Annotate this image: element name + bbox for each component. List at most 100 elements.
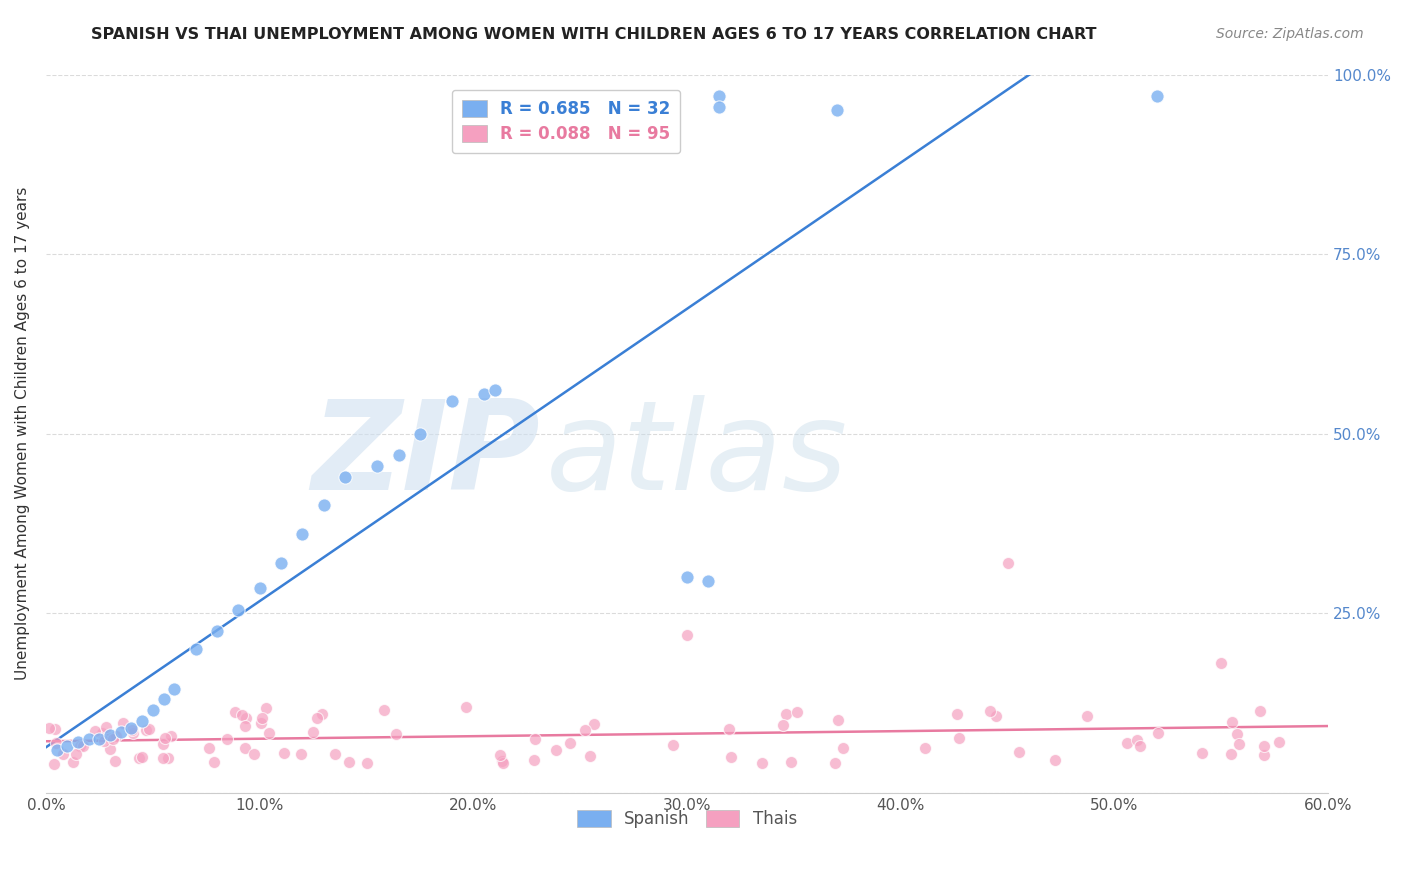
Point <box>89 731 111 746</box>
Text: atlas: atlas <box>546 394 848 516</box>
Point <box>440 394 463 409</box>
Point <box>979 704 1001 718</box>
Point <box>409 426 432 441</box>
Point <box>111 716 134 731</box>
Point <box>662 738 685 752</box>
Point <box>676 570 699 584</box>
Text: ZIP: ZIP <box>311 394 540 516</box>
Point <box>827 713 849 727</box>
Point <box>198 740 221 755</box>
Point <box>786 705 808 719</box>
Point <box>1146 89 1168 103</box>
Point <box>120 721 142 735</box>
Point <box>152 751 174 765</box>
Point <box>1076 709 1098 723</box>
Point <box>472 387 495 401</box>
Point <box>250 715 273 730</box>
Point <box>291 527 314 541</box>
Point <box>257 726 280 740</box>
Point <box>697 574 720 588</box>
Point <box>986 709 1008 723</box>
Point <box>484 384 506 398</box>
Point <box>270 556 292 570</box>
Point <box>98 728 121 742</box>
Point <box>121 723 143 738</box>
Point <box>52 747 75 762</box>
Point <box>273 746 295 760</box>
Point <box>202 755 225 769</box>
Point <box>93 733 115 747</box>
Point <box>122 725 145 739</box>
Point <box>914 741 936 756</box>
Point <box>156 751 179 765</box>
Point <box>997 556 1019 570</box>
Legend: Spanish, Thais: Spanish, Thais <box>571 803 804 835</box>
Point <box>775 706 797 721</box>
Point <box>1220 714 1243 729</box>
Point <box>184 642 207 657</box>
Point <box>356 756 378 770</box>
Point <box>492 756 515 771</box>
Point <box>231 708 253 723</box>
Point <box>751 756 773 771</box>
Point <box>235 719 257 733</box>
Point <box>387 448 409 462</box>
Point <box>546 743 568 757</box>
Point <box>707 89 730 103</box>
Point <box>1147 726 1170 740</box>
Point <box>290 747 312 762</box>
Point <box>38 721 60 735</box>
Point <box>135 723 157 737</box>
Point <box>574 723 596 737</box>
Point <box>312 499 335 513</box>
Point <box>558 736 581 750</box>
Point <box>1253 739 1275 753</box>
Point <box>948 731 970 745</box>
Point <box>831 741 853 756</box>
Point <box>131 749 153 764</box>
Point <box>62 755 84 769</box>
Point <box>101 732 124 747</box>
Point <box>160 729 183 743</box>
Point <box>1226 727 1249 741</box>
Point <box>98 741 121 756</box>
Point <box>224 705 246 719</box>
Point <box>1211 657 1233 671</box>
Point <box>488 748 510 763</box>
Point <box>946 707 969 722</box>
Point <box>45 742 67 756</box>
Y-axis label: Unemployment Among Women with Children Ages 6 to 17 years: Unemployment Among Women with Children A… <box>15 187 30 681</box>
Point <box>131 714 153 728</box>
Point <box>56 739 79 753</box>
Point <box>163 681 186 696</box>
Point <box>373 703 395 717</box>
Point <box>226 602 249 616</box>
Point <box>66 735 89 749</box>
Text: Source: ZipAtlas.com: Source: ZipAtlas.com <box>1216 27 1364 41</box>
Point <box>94 720 117 734</box>
Point <box>45 736 67 750</box>
Point <box>69 739 91 753</box>
Point <box>91 726 114 740</box>
Point <box>582 717 605 731</box>
Point <box>1129 739 1152 753</box>
Point <box>155 731 177 745</box>
Point <box>824 756 846 770</box>
Point <box>772 718 794 732</box>
Point <box>1253 747 1275 762</box>
Point <box>1227 737 1250 751</box>
Point <box>491 755 513 769</box>
Point <box>311 706 333 721</box>
Point <box>44 756 66 771</box>
Point <box>110 724 132 739</box>
Point <box>454 699 477 714</box>
Point <box>523 732 546 747</box>
Point <box>1126 732 1149 747</box>
Point <box>249 581 271 595</box>
Point <box>217 731 239 746</box>
Point <box>233 741 256 756</box>
Point <box>578 749 600 764</box>
Point <box>65 747 87 761</box>
Point <box>98 731 121 745</box>
Point <box>104 754 127 768</box>
